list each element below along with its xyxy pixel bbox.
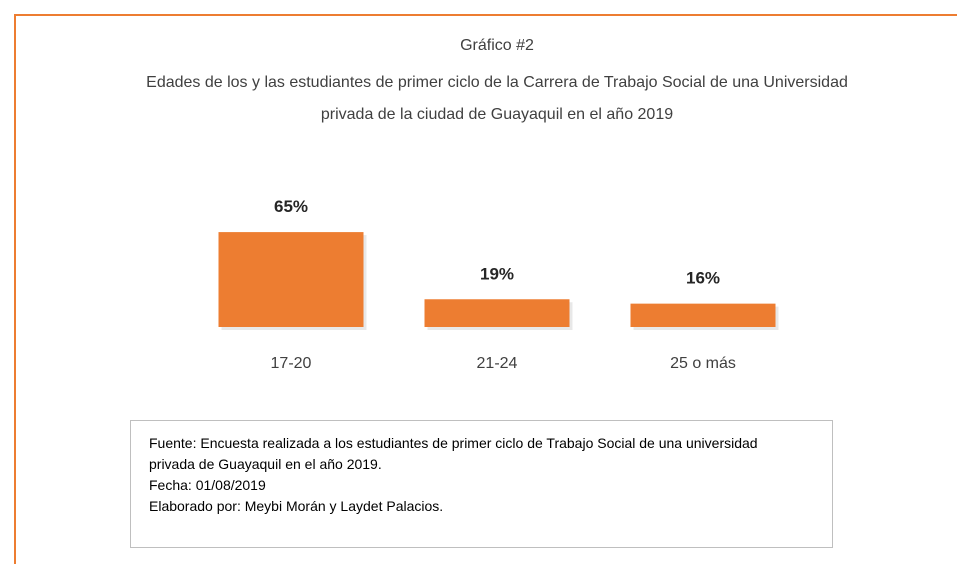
bar <box>218 232 364 327</box>
value-label: 16% <box>686 269 720 288</box>
x-tick-label: 21-24 <box>477 355 518 372</box>
note: Elaborado por: Meybi Morán y Laydet Pala… <box>149 498 444 514</box>
chart-subtitle: Edades de los y las estudiantes de prime… <box>146 74 848 123</box>
bar <box>424 299 570 327</box>
value-label: 65% <box>274 197 308 216</box>
note: Fecha: 01/08/2019 <box>149 477 266 493</box>
note: Fuente: Encuesta realizada a los estudia… <box>149 435 758 472</box>
bar <box>630 303 776 327</box>
x-tick-label: 17-20 <box>271 355 312 372</box>
frame <box>14 14 957 564</box>
x-tick-label: 25 o más <box>670 355 736 372</box>
chart-title: Gráfico #2 <box>460 37 534 54</box>
notes-box: Fuente: Encuesta realizada a los estudia… <box>130 420 833 548</box>
value-label: 19% <box>480 264 514 283</box>
